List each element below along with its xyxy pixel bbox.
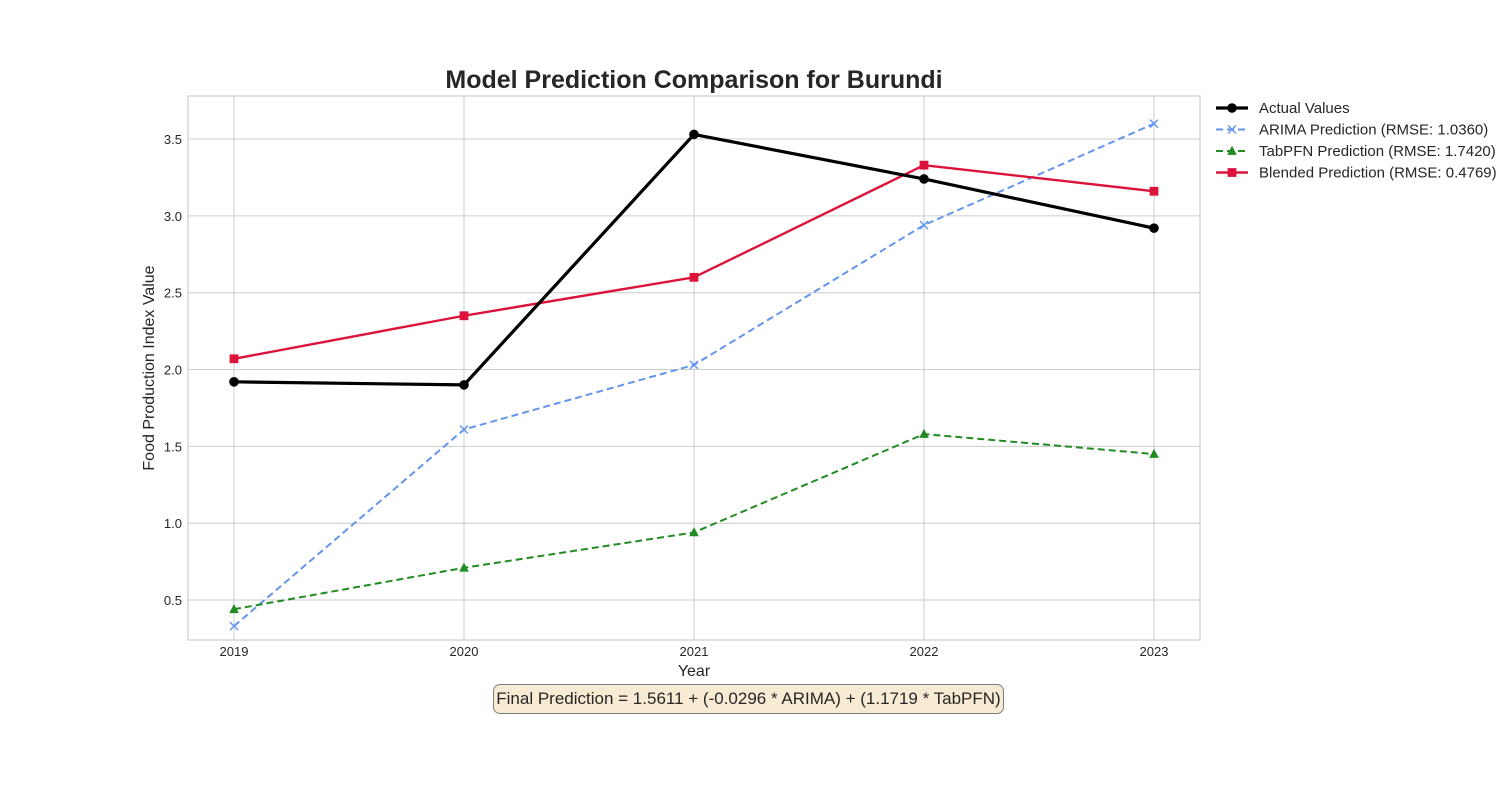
data-point-tabpfn: [229, 603, 239, 614]
data-point-arima: [689, 360, 699, 370]
data-point-blended: [229, 354, 239, 364]
formula-annotation: Final Prediction = 1.5611 + (-0.0296 * A…: [493, 684, 1004, 714]
data-point-arima: [229, 621, 239, 631]
legend-label: Blended Prediction (RMSE: 0.4769): [1259, 165, 1497, 182]
y-axis-label: Food Production Index Value: [141, 265, 158, 470]
data-point-blended: [1149, 186, 1159, 196]
chart-title: Model Prediction Comparison for Burundi: [445, 66, 942, 94]
y-tick-label: 0.5: [164, 593, 182, 608]
data-point-arima: [1149, 119, 1159, 129]
data-point-blended: [689, 272, 699, 282]
x-marker-stroke: [689, 360, 699, 370]
data-point-actual: [229, 377, 239, 387]
data-point-tabpfn: [1149, 448, 1159, 458]
x-tick-label: 2019: [220, 644, 249, 659]
data-point-tabpfn: [689, 527, 699, 537]
legend-item-actual: Actual Values: [1216, 100, 1350, 117]
y-tick-label: 1.0: [164, 516, 182, 531]
y-tick-label: 2.0: [164, 363, 182, 378]
legend-item-tabpfn: TabPFN Prediction (RMSE: 1.7420): [1216, 143, 1496, 160]
series-tabpfn: [229, 428, 1159, 614]
x-marker-stroke: [1149, 119, 1159, 129]
legend-label: TabPFN Prediction (RMSE: 1.7420): [1259, 143, 1496, 160]
y-tick-label: 3.5: [164, 132, 182, 147]
x-marker-stroke: [1227, 125, 1237, 134]
y-tick-label: 3.0: [164, 209, 182, 224]
series-arima: [229, 119, 1159, 631]
y-tick-label: 2.5: [164, 286, 182, 301]
x-marker-stroke: [229, 621, 239, 631]
data-point-actual: [1149, 223, 1159, 233]
series-blended: [229, 160, 1159, 364]
legend-item-blended: Blended Prediction (RMSE: 0.4769): [1216, 165, 1497, 182]
x-tick-label: 2020: [450, 644, 479, 659]
x-tick-label: 2021: [680, 644, 709, 659]
data-point-blended: [459, 311, 469, 321]
legend: Actual Values ARIMA Prediction (RMSE: 1.0…: [1216, 100, 1497, 182]
legend-item-arima: ARIMA Prediction (RMSE: 1.0360): [1216, 122, 1488, 139]
grid: [188, 96, 1200, 640]
x-marker-stroke: [459, 424, 469, 434]
legend-marker: [1227, 125, 1237, 134]
data-point-blended: [919, 160, 929, 170]
x-axis-label: Year: [678, 663, 711, 680]
legend-marker: [1227, 103, 1237, 113]
legend-marker: [1227, 168, 1237, 177]
x-tick-label: 2023: [1140, 644, 1169, 659]
y-tick-label: 1.5: [164, 439, 182, 454]
data-point-actual: [459, 380, 469, 390]
data-point-actual: [689, 129, 699, 140]
data-point-actual: [919, 174, 929, 184]
legend-label: Actual Values: [1259, 100, 1350, 117]
series-layer: [229, 119, 1159, 631]
series-actual: [229, 129, 1159, 390]
x-tick-label: 2022: [910, 644, 939, 659]
data-point-arima: [919, 220, 929, 230]
plot-frame: [187, 95, 1201, 641]
data-point-tabpfn: [919, 428, 929, 438]
legend-marker: [1227, 145, 1237, 155]
data-point-tabpfn: [459, 562, 469, 572]
legend-label: ARIMA Prediction (RMSE: 1.0360): [1259, 122, 1488, 139]
data-point-arima: [459, 424, 469, 434]
x-marker-stroke: [919, 220, 929, 230]
axis-ticks: 2019 2020 2021 2022 2023 0.5 1.0 1.5 2.0 2.5 3.0 3.…: [164, 132, 1169, 659]
